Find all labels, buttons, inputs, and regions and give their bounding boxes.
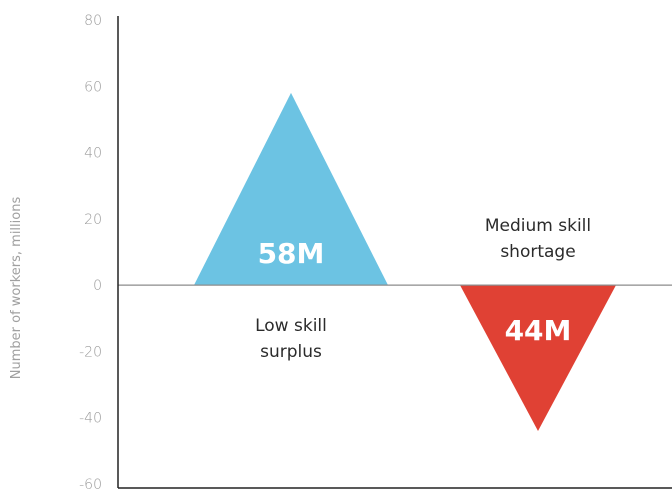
value-label: 58M [258, 237, 325, 270]
annotation-line: Low skill [255, 316, 327, 336]
y-tick-label: -40 [79, 411, 102, 427]
surplus-triangle [194, 92, 388, 286]
value-label: 44M [505, 314, 572, 347]
y-tick-label: -20 [79, 344, 102, 360]
y-tick-label: 0 [93, 278, 102, 294]
y-tick-label: 80 [84, 13, 102, 29]
annotation-line: surplus [260, 342, 322, 362]
y-tick-label: -60 [79, 477, 102, 491]
y-axis-label: Number of workers, millions [9, 197, 24, 380]
annotations: Low skill surplus Medium skill shortage [255, 216, 591, 362]
y-tick-label: 40 [84, 146, 102, 162]
shortage-triangle [460, 285, 616, 431]
y-tick-label: 60 [84, 79, 102, 95]
data-shapes: 58M 44M [194, 92, 616, 431]
annotation-line: Medium skill [485, 216, 591, 236]
y-tick-labels: 80 60 40 20 0 -20 -40 -60 [79, 13, 102, 491]
y-tick-label: 20 [84, 212, 102, 228]
annotation-line: shortage [500, 242, 575, 262]
